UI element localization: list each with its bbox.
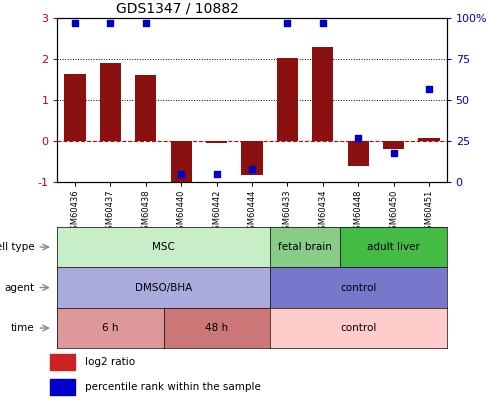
- Text: control: control: [340, 283, 376, 292]
- Text: MSC: MSC: [152, 242, 175, 252]
- Text: time: time: [11, 323, 34, 333]
- Bar: [50, 379, 75, 395]
- Bar: [100, 63, 121, 141]
- Point: [248, 166, 256, 173]
- Point: [283, 20, 291, 26]
- Text: DMSO/BHA: DMSO/BHA: [135, 283, 192, 292]
- Text: percentile rank within the sample: percentile rank within the sample: [85, 382, 260, 392]
- Point: [71, 20, 79, 26]
- Bar: [312, 47, 333, 141]
- Text: 6 h: 6 h: [102, 323, 119, 333]
- Bar: [347, 141, 369, 166]
- Bar: [383, 141, 404, 149]
- Point: [213, 171, 221, 177]
- Point: [354, 135, 362, 141]
- Bar: [64, 74, 86, 141]
- Bar: [418, 139, 440, 141]
- Point: [177, 171, 185, 177]
- Text: agent: agent: [4, 283, 34, 292]
- Point: [106, 20, 114, 26]
- Point: [390, 149, 398, 156]
- Bar: [206, 141, 227, 143]
- Bar: [50, 354, 75, 370]
- Point: [319, 20, 327, 26]
- Point: [142, 20, 150, 26]
- Text: adult liver: adult liver: [367, 242, 420, 252]
- Bar: [135, 75, 157, 141]
- Bar: [242, 141, 262, 175]
- Text: control: control: [340, 323, 376, 333]
- Text: 48 h: 48 h: [205, 323, 228, 333]
- Text: log2 ratio: log2 ratio: [85, 357, 135, 367]
- Text: cell type: cell type: [0, 242, 34, 252]
- Bar: [277, 58, 298, 141]
- Bar: [171, 141, 192, 184]
- Point: [425, 85, 433, 92]
- Text: fetal brain: fetal brain: [278, 242, 332, 252]
- Text: GDS1347 / 10882: GDS1347 / 10882: [116, 2, 239, 16]
